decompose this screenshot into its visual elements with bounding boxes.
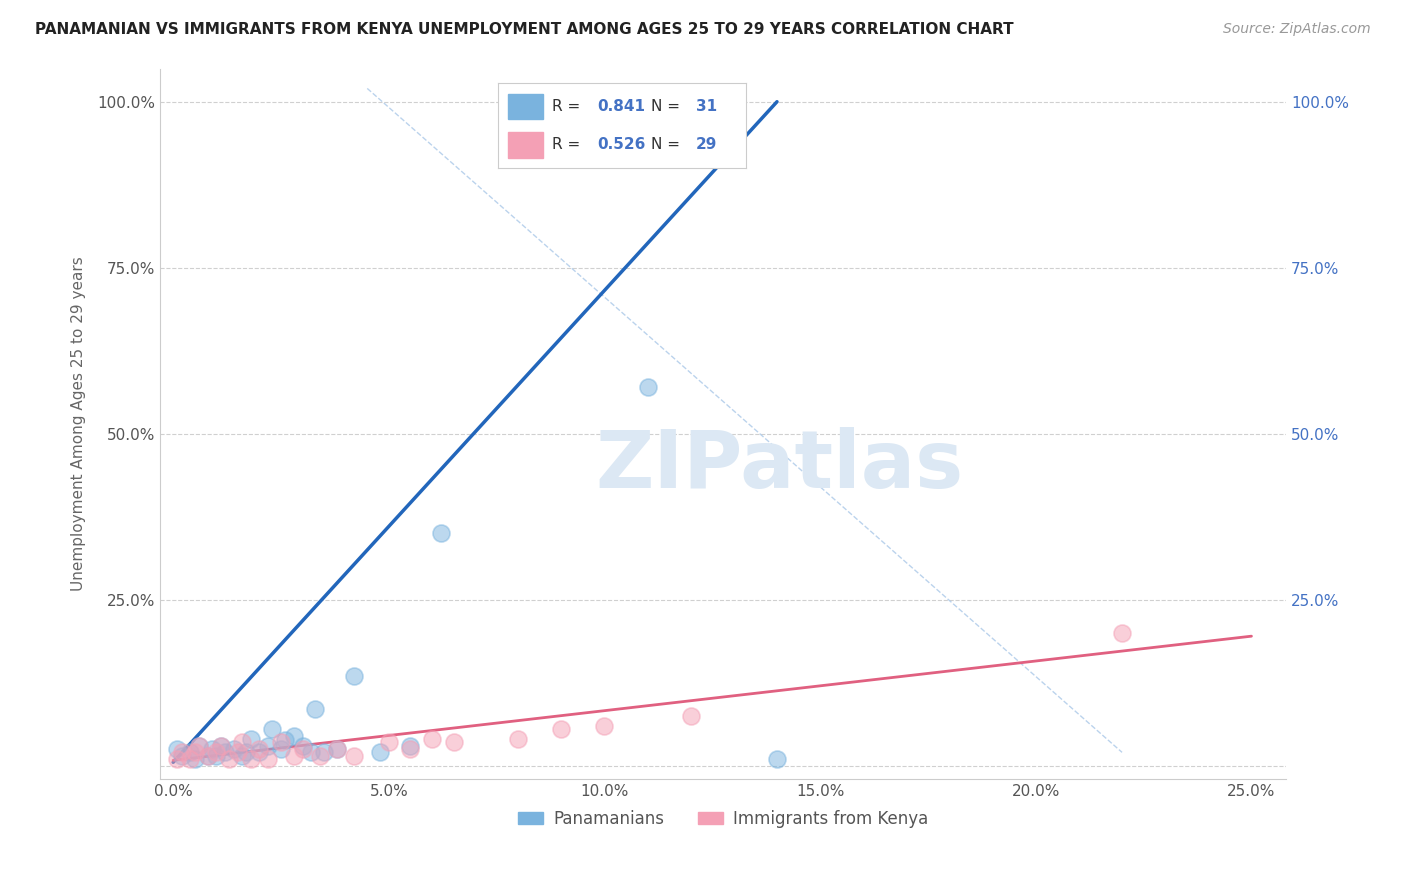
Point (399, 739, 422, 753)
Point (209, 739, 232, 753)
Point (429, 526, 451, 541)
Point (235, 745, 257, 759)
Point (326, 742, 349, 756)
Point (170, 745, 193, 759)
Point (326, 742, 349, 756)
Point (637, 380, 659, 394)
Point (420, 732, 443, 747)
Point (308, 748, 330, 763)
Point (214, 745, 236, 759)
Point (249, 745, 271, 759)
Point (231, 748, 253, 763)
Point (343, 748, 366, 763)
Legend: Panamanians, Immigrants from Kenya: Panamanians, Immigrants from Kenya (512, 803, 935, 835)
Point (183, 752, 205, 766)
Point (188, 739, 211, 753)
Point (314, 745, 336, 759)
Point (291, 739, 314, 753)
Point (197, 748, 219, 763)
Point (170, 748, 193, 763)
Point (239, 732, 262, 747)
Point (550, 722, 572, 736)
Point (179, 745, 201, 759)
Point (368, 745, 391, 759)
Point (231, 735, 253, 749)
Point (274, 733, 297, 747)
Point (166, 752, 188, 766)
Y-axis label: Unemployment Among Ages 25 to 29 years: Unemployment Among Ages 25 to 29 years (72, 256, 86, 591)
Point (209, 739, 232, 753)
Point (291, 742, 314, 756)
Point (205, 745, 228, 759)
Point (249, 742, 271, 756)
Text: ZIPatlas: ZIPatlas (595, 427, 963, 506)
Point (1111, 625, 1133, 640)
Point (270, 735, 292, 749)
Point (218, 752, 240, 766)
Point (166, 742, 188, 756)
Point (257, 752, 280, 766)
Point (197, 748, 219, 763)
Point (205, 748, 228, 763)
Point (239, 752, 262, 766)
Point (304, 702, 326, 716)
Point (188, 739, 211, 753)
Point (283, 729, 305, 743)
Point (299, 745, 322, 759)
Point (679, 709, 702, 723)
Point (262, 722, 284, 736)
Point (343, 669, 366, 683)
Point (766, 752, 789, 766)
Point (443, 735, 465, 749)
Point (399, 742, 422, 756)
Text: PANAMANIAN VS IMMIGRANTS FROM KENYA UNEMPLOYMENT AMONG AGES 25 TO 29 YEARS CORRE: PANAMANIAN VS IMMIGRANTS FROM KENYA UNEM… (35, 22, 1014, 37)
Point (378, 735, 401, 749)
Point (593, 719, 616, 733)
Point (226, 745, 249, 759)
Point (270, 742, 292, 756)
Point (183, 745, 205, 759)
Point (508, 732, 530, 747)
Point (222, 742, 245, 756)
Text: Source: ZipAtlas.com: Source: ZipAtlas.com (1223, 22, 1371, 37)
Point (179, 752, 201, 766)
Point (283, 748, 305, 763)
Point (257, 739, 280, 753)
Point (201, 742, 224, 756)
